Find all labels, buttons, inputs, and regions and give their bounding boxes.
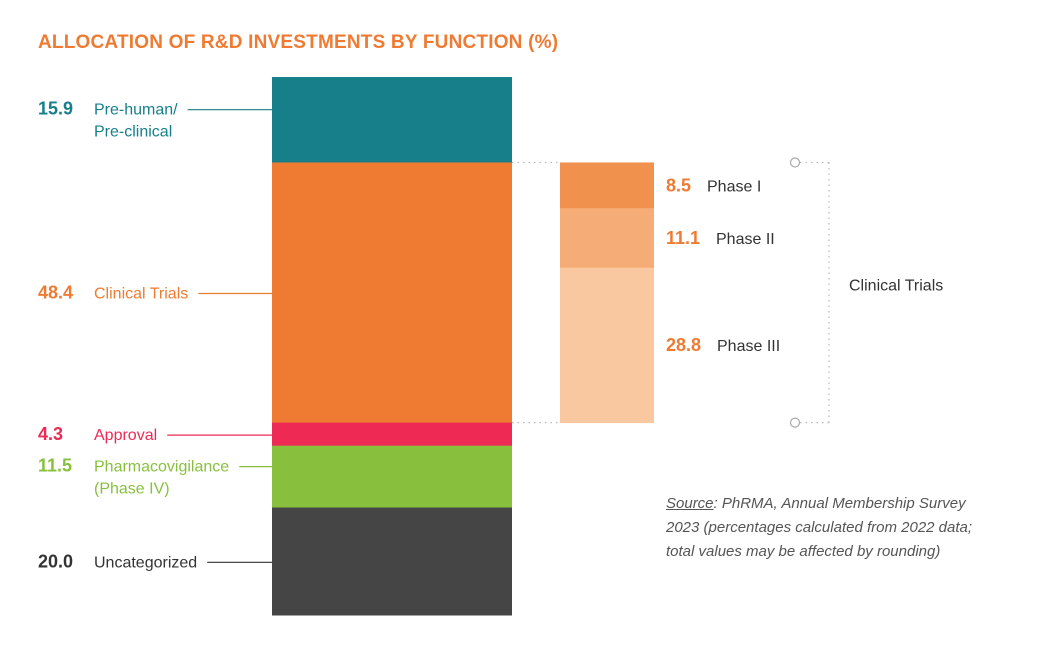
breakdown-value-label: 28.8: [666, 335, 701, 355]
bracket-end-circle: [789, 157, 801, 168]
bar-segment: [272, 162, 512, 424]
stacked-bar-labels: 15.9 Pre-human/Pre-clinical 48.4 Clinical T…: [38, 99, 272, 571]
breakdown-segment: [560, 267, 654, 424]
breakdown-category-label: Phase I: [707, 178, 761, 195]
segment-category-label: Pre-human/: [94, 102, 178, 119]
bar-segment: [272, 445, 512, 509]
breakdown-parent-label: Clinical Trials: [849, 278, 943, 295]
stacked-bar: [272, 77, 512, 616]
segment-category-label: Pharmacovigilance: [94, 459, 229, 476]
segment-category-label: Approval: [94, 427, 157, 444]
breakdown-value-label: 8.5: [666, 175, 691, 195]
segment-category-label: Clinical Trials: [94, 286, 188, 303]
segment-value-label: 11.5: [38, 456, 72, 476]
chart-title: ALLOCATION OF R&D INVESTMENTS BY FUNCTIO…: [38, 32, 558, 53]
segment-value-label: 20.0: [38, 551, 73, 571]
breakdown-category-label: Phase III: [717, 338, 780, 355]
segment-value-label: 4.3: [38, 424, 63, 444]
segment-category-label: Pre-clinical: [94, 124, 172, 141]
segment-category-label: (Phase IV): [94, 481, 170, 498]
breakdown-category-label: Phase II: [716, 231, 775, 248]
breakdown-connector: [512, 157, 830, 428]
source-heading: Source: [666, 495, 714, 512]
source-note: Source: PhRMA, Annual Membership Survey …: [666, 492, 996, 564]
breakdown-bar: [560, 162, 654, 424]
breakdown-segment: [560, 208, 654, 269]
breakdown-segment: [560, 162, 654, 209]
breakdown-value-label: 11.1: [666, 228, 700, 248]
bracket-end-circle: [789, 417, 801, 428]
bar-segment: [272, 507, 512, 616]
breakdown-labels: 8.5 Phase I 11.1 Phase II 28.8 Phase III: [666, 175, 780, 355]
segment-value-label: 15.9: [38, 99, 73, 119]
segment-category-label: Uncategorized: [94, 554, 197, 571]
bar-segment: [272, 422, 512, 447]
bar-segment: [272, 77, 512, 163]
source-text: : PhRMA, Annual Membership Survey 2023 (…: [666, 495, 973, 560]
segment-value-label: 48.4: [38, 283, 73, 303]
